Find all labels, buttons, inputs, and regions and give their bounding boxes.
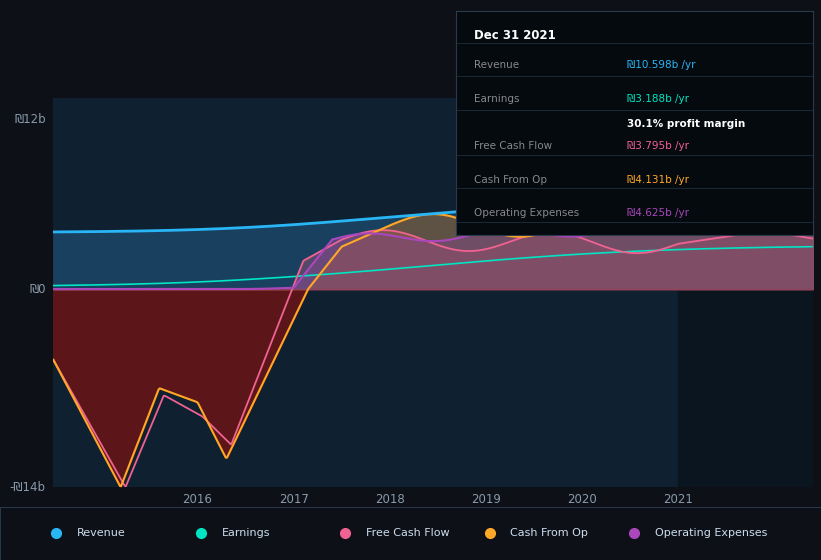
Text: ₪4.625b /yr: ₪4.625b /yr [627, 208, 689, 218]
Text: Free Cash Flow: Free Cash Flow [366, 529, 450, 538]
Text: ₪3.188b /yr: ₪3.188b /yr [627, 94, 689, 104]
Text: Cash From Op: Cash From Op [474, 175, 547, 185]
Text: ₪3.795b /yr: ₪3.795b /yr [627, 141, 689, 151]
Text: Revenue: Revenue [474, 60, 519, 71]
Text: ₪0: ₪0 [30, 283, 46, 296]
Text: Dec 31 2021: Dec 31 2021 [474, 29, 555, 42]
Text: -₪14b: -₪14b [10, 480, 46, 494]
Text: 30.1% profit margin: 30.1% profit margin [627, 119, 745, 129]
Text: Operating Expenses: Operating Expenses [474, 208, 579, 218]
Text: ₪4.131b /yr: ₪4.131b /yr [627, 175, 689, 185]
Text: Free Cash Flow: Free Cash Flow [474, 141, 552, 151]
Text: Operating Expenses: Operating Expenses [655, 529, 768, 538]
Text: ₪10.598b /yr: ₪10.598b /yr [627, 60, 695, 71]
Text: Cash From Op: Cash From Op [511, 529, 589, 538]
Bar [678, 98, 813, 487]
Text: Revenue: Revenue [77, 529, 126, 538]
Text: ₪12b: ₪12b [14, 113, 46, 126]
Text: Earnings: Earnings [474, 94, 519, 104]
Text: Earnings: Earnings [222, 529, 270, 538]
